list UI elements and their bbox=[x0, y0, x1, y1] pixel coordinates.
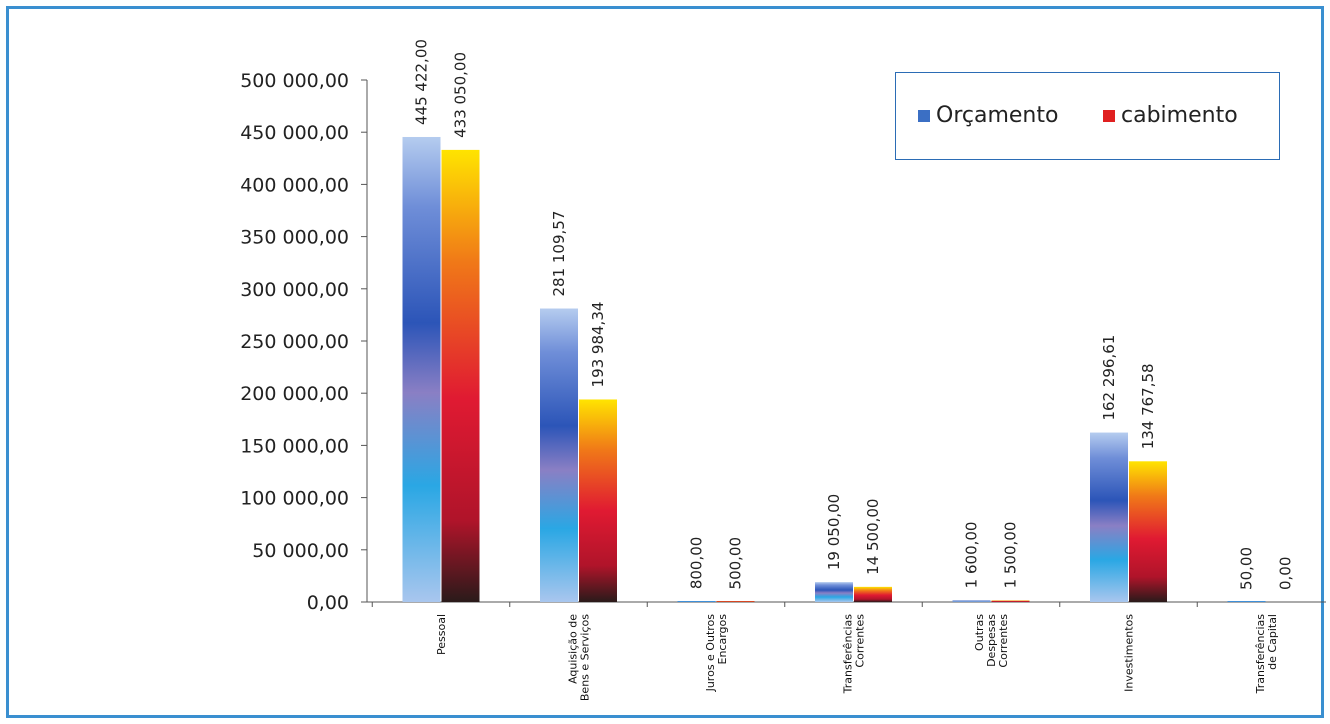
category-label: de Capital bbox=[1266, 614, 1279, 670]
data-label-orcamento: 281 109,57 bbox=[550, 211, 568, 297]
category-label: Transferências bbox=[1254, 614, 1267, 695]
data-label-cabimento: 0,00 bbox=[1277, 557, 1295, 590]
y-tick-label: 400 000,00 bbox=[240, 174, 349, 196]
category-label: Despesas bbox=[985, 614, 998, 667]
category-labels: Pessoal Aquisição de Bens e Serviços Juros … bbox=[435, 614, 1279, 701]
data-label-orcamento: 50,00 bbox=[1238, 547, 1256, 590]
data-label-orcamento: 445 422,00 bbox=[413, 39, 431, 125]
bar-orcamento bbox=[677, 601, 716, 602]
category-label: Outras bbox=[973, 614, 986, 651]
y-tick-label: 300 000,00 bbox=[240, 279, 349, 301]
data-label-orcamento: 19 050,00 bbox=[825, 494, 843, 570]
legend-swatch-cabimento bbox=[1103, 109, 1115, 122]
data-label-orcamento: 162 296,61 bbox=[1100, 335, 1118, 421]
category-label: Pessoal bbox=[435, 614, 448, 655]
bars bbox=[402, 136, 1266, 602]
data-label-cabimento: 500,00 bbox=[727, 537, 745, 590]
bar-cabimento bbox=[441, 149, 480, 602]
y-tick-label: 450 000,00 bbox=[240, 122, 349, 144]
data-label-cabimento: 1 500,00 bbox=[1002, 522, 1020, 589]
category-label: Investimentos bbox=[1123, 614, 1136, 692]
y-tick-label: 500 000,00 bbox=[240, 70, 349, 92]
legend-item-cabimento: cabimento bbox=[1103, 103, 1238, 128]
bar-orcamento bbox=[952, 600, 991, 602]
data-label-cabimento: 134 767,58 bbox=[1139, 363, 1157, 449]
y-tick-label: 350 000,00 bbox=[240, 227, 349, 249]
y-tick-label: 50 000,00 bbox=[252, 540, 349, 562]
value-labels: 445 422,00 433 050,00 281 109,57 193 984,34… bbox=[413, 39, 1295, 590]
axes: 0,00 50 000,00 100 000,00 150 000,00 200 000… bbox=[240, 70, 1326, 614]
bar-cabimento bbox=[716, 601, 755, 602]
category-label: Bens e Serviços bbox=[579, 614, 592, 701]
data-label-orcamento: 800,00 bbox=[688, 537, 706, 590]
bar-orcamento bbox=[1227, 601, 1266, 602]
y-tick-label: 150 000,00 bbox=[240, 435, 349, 457]
y-tick-label: 0,00 bbox=[307, 592, 349, 614]
bar-orcamento bbox=[540, 308, 578, 602]
category-label: Correntes bbox=[854, 614, 867, 668]
bar-cabimento bbox=[854, 586, 892, 602]
bar-cabimento bbox=[579, 399, 617, 602]
data-label-orcamento: 1 600,00 bbox=[963, 522, 981, 589]
category-label: Transferências bbox=[842, 614, 855, 695]
category-label: Encargos bbox=[716, 614, 729, 665]
bar-orcamento bbox=[402, 136, 441, 602]
y-tick-label: 200 000,00 bbox=[240, 383, 349, 405]
bar-cabimento bbox=[1129, 461, 1167, 602]
y-tick-label: 250 000,00 bbox=[240, 331, 349, 353]
legend-label-orcamento: Orçamento bbox=[936, 103, 1059, 128]
data-label-cabimento: 433 050,00 bbox=[452, 52, 470, 138]
bar-orcamento bbox=[1090, 432, 1128, 602]
data-label-cabimento: 14 500,00 bbox=[864, 499, 882, 575]
category-label: Juros e Outros bbox=[704, 614, 717, 693]
bar-cabimento bbox=[991, 600, 1030, 602]
category-label: Aquisição de bbox=[567, 614, 580, 684]
legend-label-cabimento: cabimento bbox=[1121, 103, 1238, 128]
data-label-cabimento: 193 984,34 bbox=[589, 302, 607, 388]
category-label: Correntes bbox=[997, 614, 1010, 668]
y-tick-label: 100 000,00 bbox=[240, 488, 349, 510]
legend: Orçamento cabimento bbox=[895, 72, 1280, 160]
bar-orcamento bbox=[815, 582, 853, 602]
legend-swatch-orcamento bbox=[918, 109, 930, 122]
legend-item-orcamento: Orçamento bbox=[918, 103, 1058, 128]
